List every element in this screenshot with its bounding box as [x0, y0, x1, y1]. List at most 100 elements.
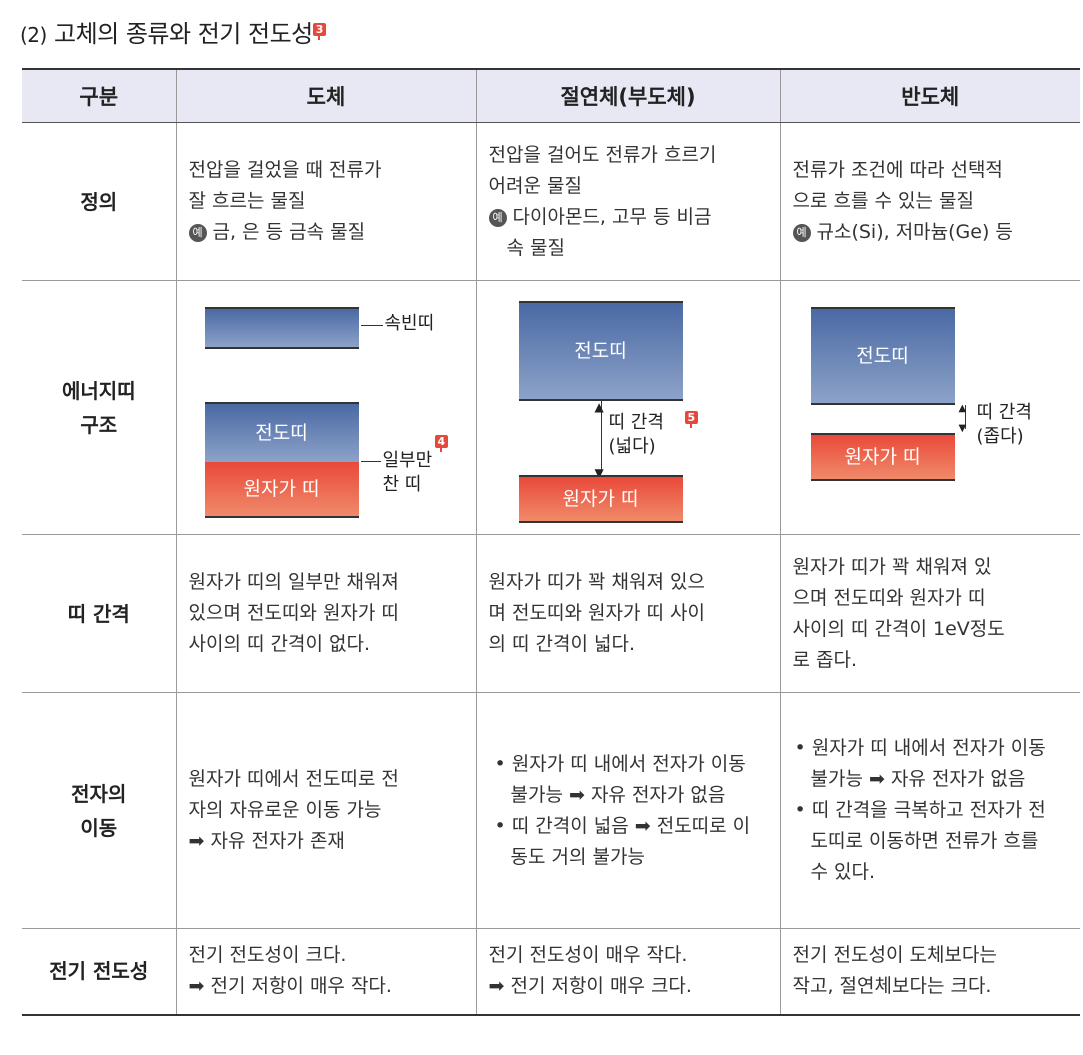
cell-move-semiconductor: 원자가 띠 내에서 전자가 이동 불가능 ➡ 자유 전자가 없음 띠 간격을 극…	[779, 692, 1080, 929]
text-line: 어려운 물질	[488, 174, 582, 197]
gap-label: 띠 간격 (넓다)	[609, 411, 664, 459]
table-header-row: 구분 도체 절연체(부도체) 반도체	[22, 68, 1080, 123]
empty-band-label: 속빈띠	[384, 312, 435, 334]
text-line: 로 좁다.	[792, 648, 858, 671]
insulator-band-diagram: 전도띠 ▲ ▼ 띠 간격 (넓다) 5 원자가 띠	[477, 283, 780, 533]
section-title: (2) 고체의 종류와 전기 전도성 3	[20, 14, 326, 49]
row-label-line: 구조	[80, 412, 118, 437]
row-label-line: 이동	[80, 815, 118, 840]
label-line: (좁다)	[976, 425, 1024, 447]
label-line: 띠 간격	[976, 401, 1032, 423]
arrow-up-icon: ▲	[594, 399, 604, 414]
leader-line	[360, 460, 381, 462]
bullet-list: 원자가 띠 내에서 전자가 이동 불가능 ➡ 자유 전자가 없음 띠 간격이 넓…	[495, 749, 762, 873]
row-label-electron-movement: 전자의 이동	[22, 692, 176, 929]
gap-label: 띠 간격 (좁다)	[977, 401, 1032, 449]
text-line: 의 띠 간격이 넓다.	[488, 633, 636, 655]
empty-band	[204, 306, 359, 349]
text-line: 전압을 걸었을 때 전류가	[188, 159, 382, 181]
text-line: 으며 전도띠와 원자가 띠	[792, 586, 986, 609]
text-line: 원자가 띠가 꽉 채워져 있	[792, 555, 992, 578]
cell-definition-insulator: 전압을 걸어도 전류가 흐르기 어려운 물질 예 다이아몬드, 고무 등 비금 속…	[475, 122, 780, 281]
valence-band: 원자가 띠	[204, 461, 359, 518]
note-tag: 4	[434, 434, 449, 452]
cell-band-semiconductor: 전도띠 ▲ ▼ 띠 간격 (좁다) 원자가 띠	[779, 280, 1081, 535]
cell-gap-insulator: 원자가 띠가 꽉 채워져 있으 며 전도띠와 원자가 띠 사이 의 띠 간격이 …	[475, 534, 780, 693]
arrow-down-icon: ▼	[958, 422, 967, 434]
text-line: 으로 흐를 수 있는 물질	[792, 190, 974, 212]
cell-gap-conductor: 원자가 띠의 일부만 채워져 있으며 전도띠와 원자가 띠 사이의 띠 간격이 …	[175, 534, 476, 693]
leader-line	[360, 324, 383, 326]
valence-band: 원자가 띠	[810, 432, 955, 481]
header-conductor: 도체	[175, 68, 476, 123]
cell-cond-insulator: 전기 전도성이 매우 작다. ➡ 전기 저항이 매우 크다.	[475, 928, 780, 1016]
solid-classification-table: 구분 도체 절연체(부도체) 반도체 정의 전압을 걸었을 때 전류가 잘 흐르…	[22, 68, 1080, 1016]
text-line: 사이의 띠 간격이 없다.	[188, 633, 370, 655]
arrow-down-icon: ▼	[594, 465, 604, 480]
cell-definition-conductor: 전압을 걸었을 때 전류가 잘 흐르는 물질 예 금, 은 등 금속 물질	[175, 122, 476, 281]
arrow-up-icon: ▲	[958, 402, 967, 414]
note-tag: 3	[312, 23, 326, 40]
list-item: 띠 간격을 극복하고 전자가 전도띠로 이동하면 전류가 흐를 수 있다.	[795, 795, 1059, 888]
example-line: 예 금, 은 등 금속 물질	[188, 217, 464, 248]
row-label-conductivity: 전기 전도성	[22, 928, 176, 1016]
text-line: ➡ 자유 전자가 존재	[188, 830, 345, 852]
text-line: 원자가 띠가 꽉 채워져 있으	[488, 571, 705, 593]
section-number: (2)	[20, 23, 47, 47]
header-category: 구분	[22, 68, 176, 123]
cell-move-conductor: 원자가 띠에서 전도띠로 전 자의 자유로운 이동 가능 ➡ 자유 전자가 존재	[175, 692, 476, 929]
conduction-band: 전도띠	[810, 306, 955, 405]
table-row-band-structure: 에너지띠 구조 속빈띠 전도띠 원자가 띠 일부만 찬 띠 4	[22, 280, 1081, 535]
row-label-line: 에너지띠	[61, 378, 136, 403]
valence-band: 원자가 띠	[518, 474, 683, 523]
label-line: (넓다)	[608, 435, 656, 457]
text-line: 원자가 띠에서 전도띠로 전	[188, 768, 399, 790]
gap-arrow	[964, 404, 966, 429]
text-line: 있으며 전도띠와 원자가 띠	[188, 602, 399, 624]
text-line: ➡ 전기 저항이 매우 크다.	[488, 975, 692, 998]
note-tag: 5	[684, 410, 699, 428]
table-row-band-gap: 띠 간격 원자가 띠의 일부만 채워져 있으며 전도띠와 원자가 띠 사이의 띠…	[22, 534, 1080, 693]
text-line: 잘 흐르는 물질	[188, 190, 306, 212]
semiconductor-band-diagram: 전도띠 ▲ ▼ 띠 간격 (좁다) 원자가 띠	[781, 283, 1081, 533]
example-text: 다이아몬드, 고무 등 비금	[512, 205, 712, 228]
table-row-definition: 정의 전압을 걸었을 때 전류가 잘 흐르는 물질 예 금, 은 등 금속 물질 …	[22, 122, 1080, 281]
label-line: 띠 간격	[608, 411, 664, 433]
example-mark-icon: 예	[488, 208, 507, 227]
text-line: 전기 전도성이 매우 작다.	[488, 944, 688, 967]
table-row-conductivity: 전기 전도성 전기 전도성이 크다. ➡ 전기 저항이 매우 작다. 전기 전도…	[22, 928, 1080, 1016]
cell-cond-conductor: 전기 전도성이 크다. ➡ 전기 저항이 매우 작다.	[175, 928, 476, 1016]
header-semiconductor: 반도체	[779, 68, 1080, 123]
example-mark-icon: 예	[792, 224, 811, 242]
cell-gap-semiconductor: 원자가 띠가 꽉 채워져 있 으며 전도띠와 원자가 띠 사이의 띠 간격이 1…	[779, 534, 1080, 693]
row-label-band-gap: 띠 간격	[22, 534, 176, 693]
conduction-band: 전도띠	[518, 300, 683, 401]
text-line: 며 전도띠와 원자가 띠 사이	[488, 602, 705, 624]
text-line: 속 물질	[506, 236, 565, 259]
row-label-line: 전자의	[71, 781, 127, 806]
example-text: 금, 은 등 금속 물질	[212, 221, 366, 243]
cell-move-insulator: 원자가 띠 내에서 전자가 이동 불가능 ➡ 자유 전자가 없음 띠 간격이 넓…	[475, 692, 780, 929]
text-line: ➡ 전기 저항이 매우 작다.	[188, 975, 392, 998]
cell-band-insulator: 전도띠 ▲ ▼ 띠 간격 (넓다) 5 원자가 띠	[475, 280, 780, 535]
cell-band-conductor: 속빈띠 전도띠 원자가 띠 일부만 찬 띠 4	[175, 280, 476, 535]
list-item: 원자가 띠 내에서 전자가 이동 불가능 ➡ 자유 전자가 없음	[495, 749, 762, 811]
text-line: 전압을 걸어도 전류가 흐르기	[488, 143, 717, 166]
bullet-list: 원자가 띠 내에서 전자가 이동 불가능 ➡ 자유 전자가 없음 띠 간격을 극…	[795, 733, 1059, 888]
text-line: 자의 자유로운 이동 가능	[188, 799, 382, 821]
text-line: 작고, 절연체보다는 크다.	[792, 975, 992, 998]
label-line: 일부만	[382, 449, 433, 471]
conduction-band: 전도띠	[204, 401, 359, 462]
partial-band-label: 일부만 찬 띠	[383, 449, 433, 497]
text-line: 전기 전도성이 도체보다는	[792, 944, 997, 967]
example-text: 규소(Si), 저마늄(Ge) 등	[816, 221, 1013, 243]
cell-cond-semiconductor: 전기 전도성이 도체보다는 작고, 절연체보다는 크다.	[779, 928, 1080, 1016]
example-mark-icon: 예	[188, 224, 207, 242]
text-line: 전류가 조건에 따라 선택적	[792, 159, 1003, 181]
header-insulator: 절연체(부도체)	[475, 68, 780, 123]
text-line: 원자가 띠의 일부만 채워져	[188, 571, 399, 593]
table-row-electron-movement: 전자의 이동 원자가 띠에서 전도띠로 전 자의 자유로운 이동 가능 ➡ 자유…	[22, 692, 1080, 929]
example-line: 예 규소(Si), 저마늄(Ge) 등	[792, 217, 1069, 248]
list-item: 띠 간격이 넓음 ➡ 전도띠로 이동도 거의 불가능	[495, 811, 762, 873]
row-label-definition: 정의	[22, 122, 176, 281]
